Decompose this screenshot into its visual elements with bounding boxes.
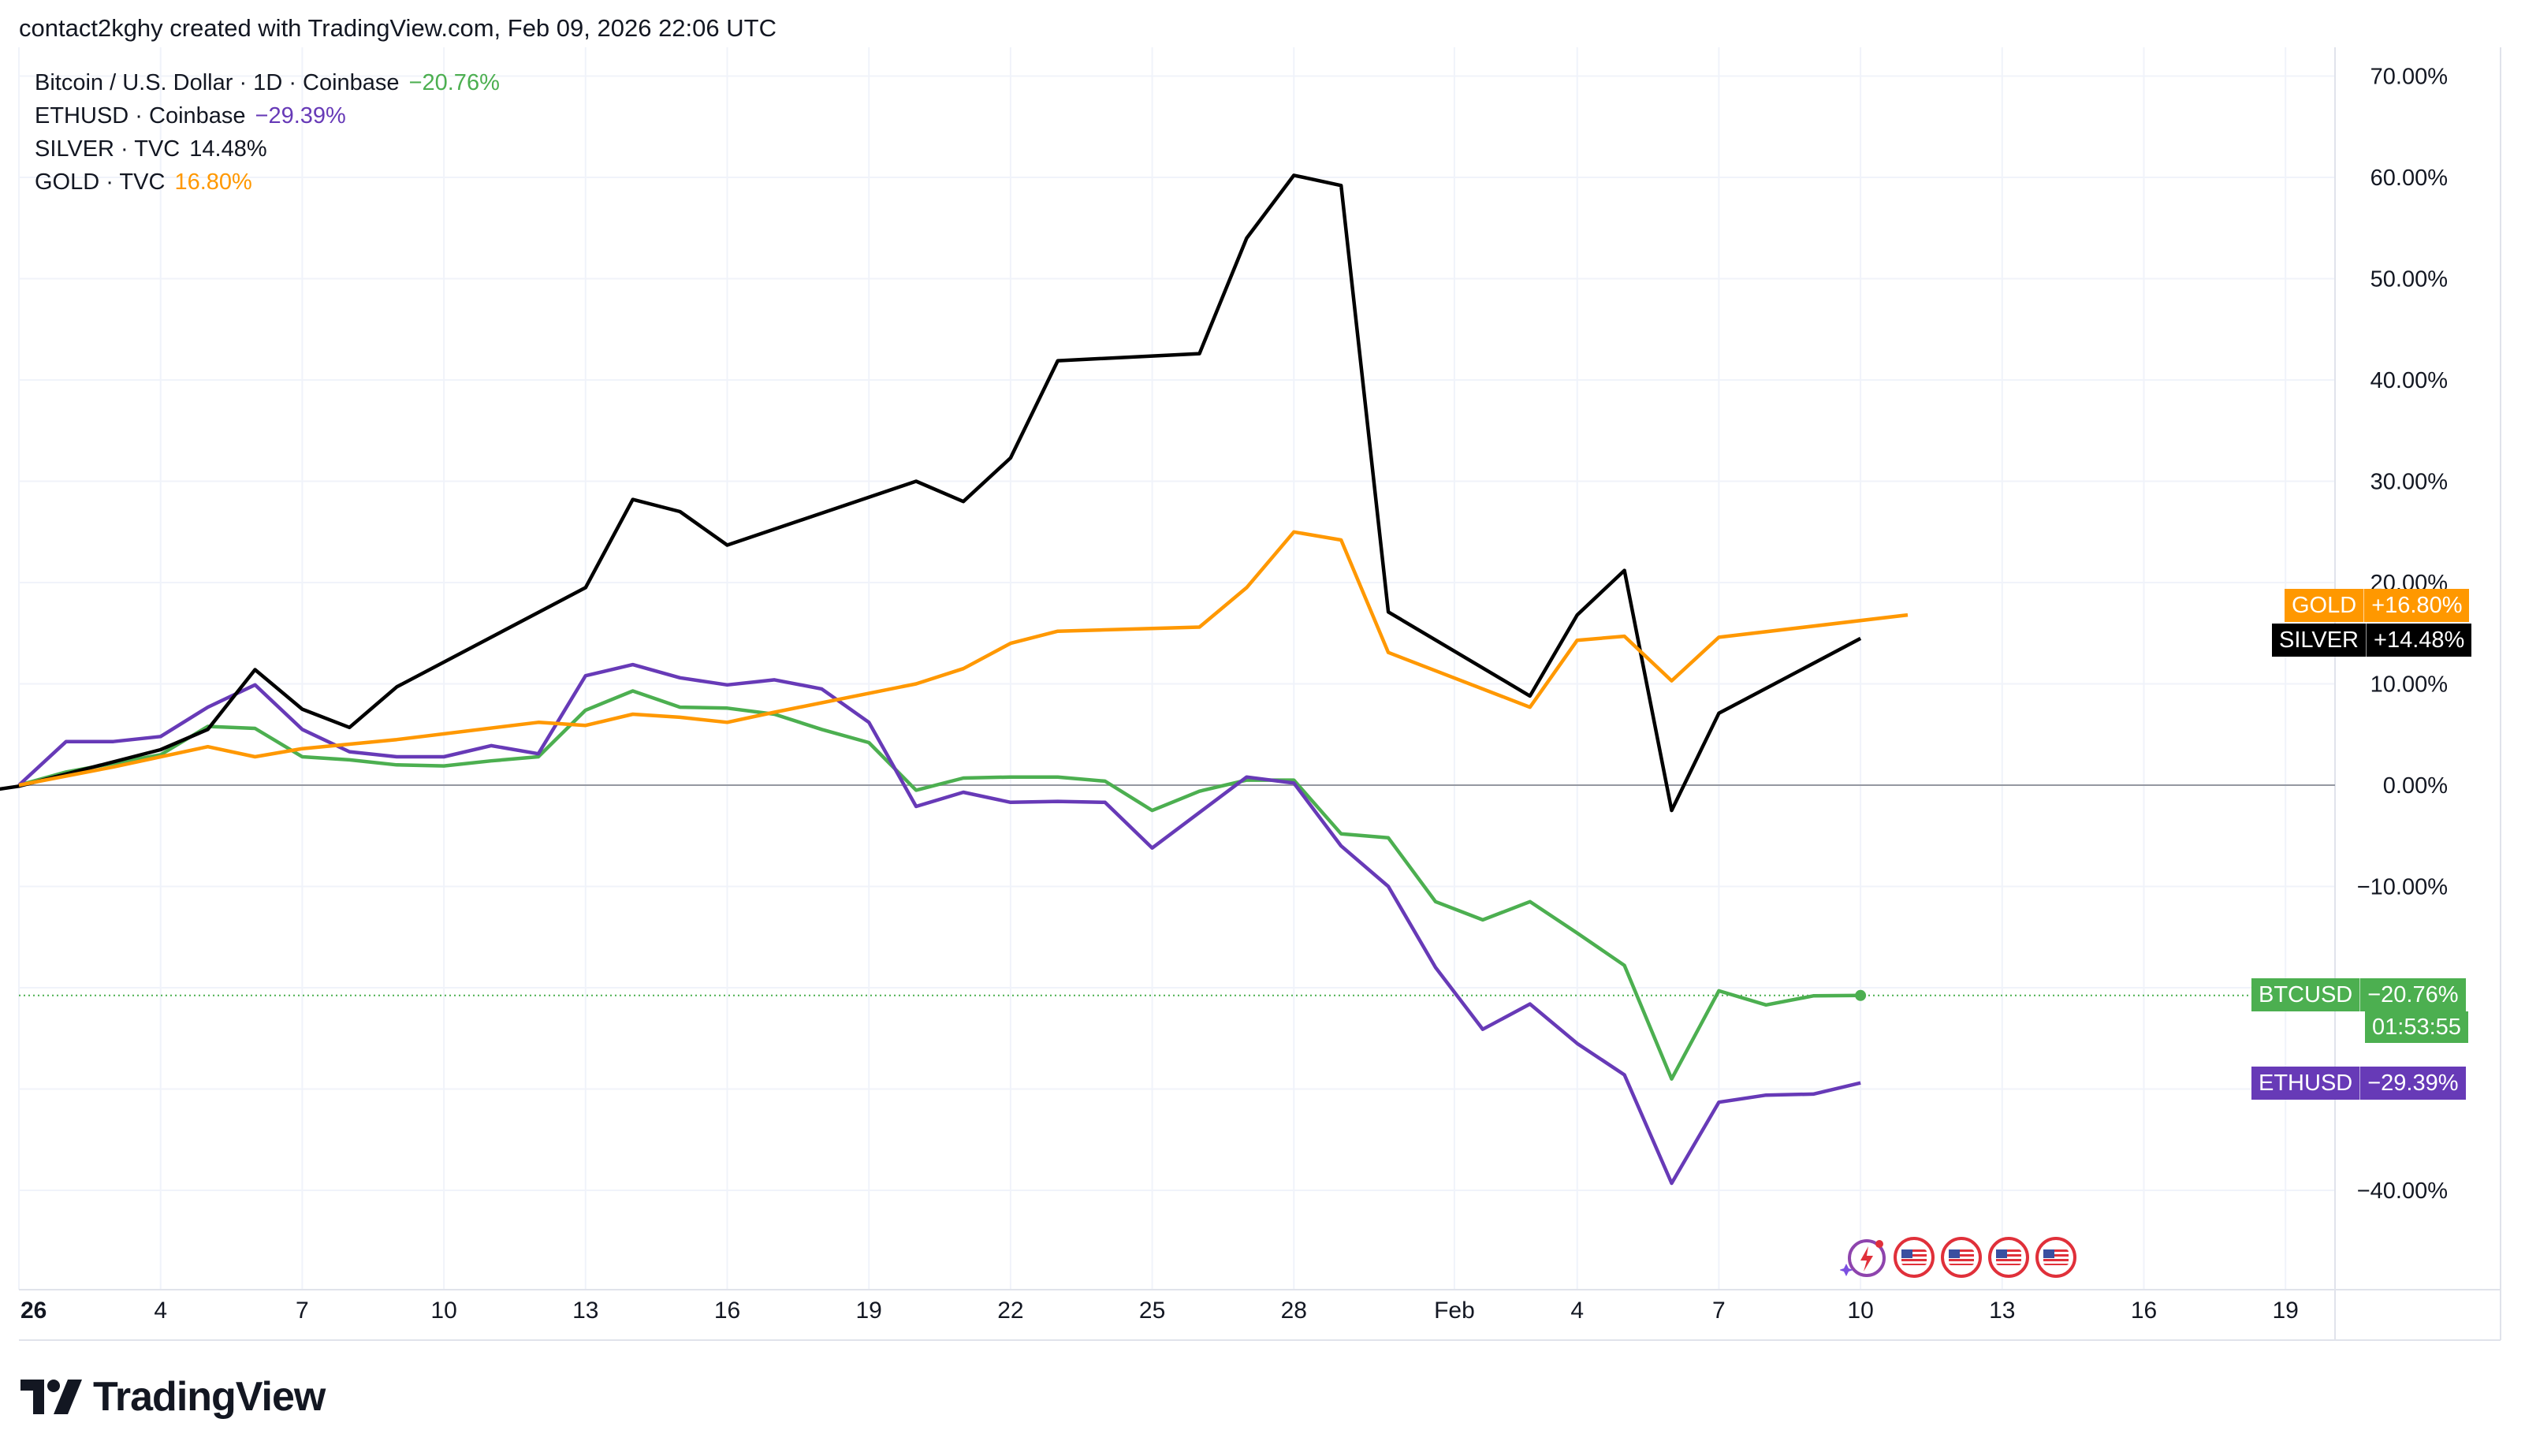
legend-label: Bitcoin / U.S. Dollar · 1D · Coinbase	[35, 70, 400, 95]
price-tag-name: BTCUSD	[2259, 982, 2353, 1007]
y-tick-label: 10.00%	[2370, 672, 2448, 698]
legend-label: GOLD · TVC	[35, 169, 166, 195]
x-tick-label: Feb	[1434, 1298, 1475, 1324]
x-tick-label: 13	[1989, 1298, 2015, 1324]
x-tick-label: 25	[1139, 1298, 1165, 1324]
x-tick-label: 16	[714, 1298, 740, 1324]
y-tick-label: 70.00%	[2370, 65, 2448, 90]
chart-header: contact2kghy created with TradingView.co…	[19, 14, 776, 42]
legend-item-btc[interactable]: Bitcoin / U.S. Dollar · 1D · Coinbase −20…	[35, 66, 500, 99]
legend-label: SILVER · TVC	[35, 136, 181, 162]
x-tick-label: 26	[20, 1298, 47, 1324]
x-tick-label: 7	[296, 1298, 309, 1324]
legend: Bitcoin / U.S. Dollar · 1D · Coinbase −20…	[35, 66, 500, 199]
us-flag-event-icon[interactable]	[2035, 1237, 2076, 1278]
us-flag-event-icon[interactable]	[1894, 1237, 1935, 1278]
logo-wordmark: TradingView	[93, 1374, 326, 1420]
x-tick-label: 10	[1847, 1298, 1873, 1324]
legend-item-eth[interactable]: ETHUSD · Coinbase −29.39%	[35, 99, 500, 132]
x-tick-label: 13	[572, 1298, 598, 1324]
x-tick-label: 28	[1281, 1298, 1307, 1324]
x-tick-label: 22	[997, 1298, 1023, 1324]
price-tag-value: +16.80%	[2363, 589, 2469, 622]
legend-item-silver[interactable]: SILVER · TVC 14.48%	[35, 132, 500, 166]
x-tick-label: 4	[1570, 1298, 1584, 1324]
price-tag-eth: ETHUSD −29.39%	[2251, 1067, 2466, 1100]
y-tick-label: 60.00%	[2370, 166, 2448, 191]
us-flag-event-icon[interactable]	[1941, 1237, 1982, 1278]
price-tag-silver: SILVER +14.48%	[2272, 624, 2472, 657]
eth-series-line	[17, 662, 1861, 1186]
x-tick-label: 16	[2131, 1298, 2157, 1324]
btc-last-point	[1855, 989, 1867, 1001]
silver-series-line	[0, 173, 1862, 813]
price-tag-countdown: 01:53:55	[2365, 1011, 2468, 1043]
x-tick-label: 7	[1712, 1298, 1726, 1324]
legend-value: −20.76%	[408, 70, 500, 95]
y-tick-label: −40.00%	[2357, 1179, 2448, 1204]
price-tag-value: −29.39%	[2359, 1067, 2465, 1100]
price-tag-name: SILVER	[2279, 627, 2359, 653]
y-tick-label: 50.00%	[2370, 267, 2448, 292]
x-tick-label: 19	[856, 1298, 882, 1324]
tradingview-logo-icon	[20, 1380, 82, 1414]
x-tick-label: 4	[154, 1298, 167, 1324]
legend-label: ETHUSD · Coinbase	[35, 103, 246, 128]
x-tick-label: 10	[430, 1298, 456, 1324]
price-tag-value: +14.48%	[2366, 624, 2471, 657]
y-tick-label: 30.00%	[2370, 470, 2448, 495]
tradingview-logo[interactable]: TradingView	[20, 1373, 326, 1421]
legend-value: 14.48%	[189, 136, 267, 162]
y-tick-label: 0.00%	[2383, 773, 2448, 799]
series-lines	[0, 173, 1909, 1186]
y-tick-label: −10.00%	[2357, 875, 2448, 900]
price-tag-value: −20.76%	[2359, 978, 2465, 1011]
price-tag-gold: GOLD +16.80%	[2285, 589, 2470, 622]
price-tag-btc: BTCUSD −20.76% 01:53:55	[2251, 978, 2468, 1043]
x-tick-label: 19	[2273, 1298, 2299, 1324]
price-tag-name: ETHUSD	[2259, 1071, 2353, 1096]
y-tick-label: 40.00%	[2370, 368, 2448, 393]
x-axis-ticks: 26 4 7 10 13 16 19 22 25 28 Feb 4 7 10 13 16 19	[20, 1298, 2299, 1324]
legend-value: −29.39%	[255, 103, 346, 128]
grid-lines	[18, 47, 2335, 1290]
us-flag-event-icon[interactable]	[1988, 1237, 2029, 1278]
price-tag-name: GOLD	[2292, 593, 2357, 618]
legend-value: 16.80%	[174, 169, 252, 195]
lightning-icon[interactable]	[1840, 1237, 1887, 1281]
legend-item-gold[interactable]: GOLD · TVC 16.80%	[35, 166, 500, 199]
